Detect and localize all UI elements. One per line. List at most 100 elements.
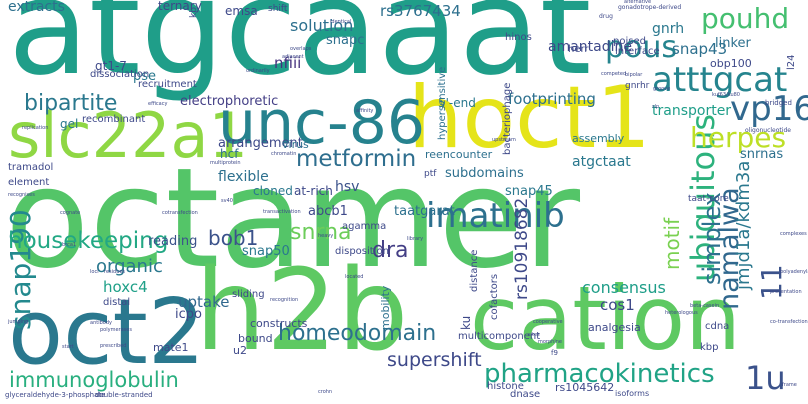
word: distance — [469, 249, 480, 292]
word: upstream — [492, 137, 516, 143]
word: snrna — [290, 220, 352, 245]
word: bound — [238, 332, 273, 345]
word: efficacy — [148, 101, 168, 107]
word: snapc — [326, 33, 365, 48]
word: dnase — [510, 389, 541, 400]
word: slp — [652, 104, 660, 110]
word: affinity — [356, 108, 374, 114]
word: ptf — [424, 169, 437, 179]
word: recombinant — [82, 114, 146, 125]
word: metformin — [296, 146, 417, 172]
word: polymerases — [100, 327, 132, 333]
word: gel — [60, 117, 79, 131]
word: groove — [653, 86, 671, 92]
word: analgesia — [588, 321, 641, 334]
word: brca1 — [62, 242, 77, 248]
word: 1u — [745, 359, 786, 397]
word: pous — [605, 30, 678, 65]
word: dra — [372, 238, 409, 263]
word: kb — [189, 7, 199, 18]
word: cognate — [60, 210, 81, 216]
word: residues — [104, 269, 126, 275]
word: octamer — [5, 138, 581, 299]
word: snap43 — [672, 40, 728, 58]
word: cofactors — [489, 273, 500, 320]
word: virus — [282, 138, 309, 151]
word: f9 — [551, 349, 558, 357]
word: pse — [133, 69, 157, 84]
word: competed — [601, 71, 627, 77]
word: emsa — [225, 4, 258, 18]
word: hypersensitive — [437, 66, 448, 140]
word: hcf — [220, 147, 239, 161]
word: extracts — [8, 0, 65, 15]
word: shift — [268, 4, 288, 14]
word: ternary — [158, 0, 202, 13]
word: double-stranded — [95, 391, 153, 399]
word: mobility — [379, 285, 392, 330]
word: recruitment — [138, 79, 197, 90]
word: snap50 — [242, 244, 290, 259]
word: disposition — [335, 246, 389, 257]
word: distal — [103, 297, 131, 308]
word: transactivation — [263, 209, 301, 215]
word: oct2 — [8, 280, 206, 385]
word: bacteriophage — [502, 82, 513, 155]
word: recognises — [8, 192, 35, 198]
word: frame — [782, 382, 797, 388]
word: solution — [290, 16, 354, 35]
word: multicomponent — [458, 331, 541, 342]
word: crohn — [318, 389, 333, 395]
word: assembly — [572, 132, 625, 145]
word: adjacent — [282, 54, 304, 60]
word: antibody — [90, 320, 112, 326]
word: linker — [715, 36, 751, 51]
word: recognition — [270, 297, 299, 303]
word: element — [8, 177, 50, 188]
word: motif — [660, 217, 684, 270]
word: rs3767434 — [380, 2, 461, 20]
word: kbp — [700, 342, 719, 353]
word: tramadol — [8, 162, 54, 173]
word: ordinarily — [246, 68, 270, 74]
word: sv40 — [221, 198, 233, 204]
word: poised — [613, 36, 646, 47]
word: kuf63/ku80 — [712, 92, 740, 98]
word: bob1 — [208, 226, 259, 250]
word: housekeeping — [8, 228, 169, 254]
word: transporter — [652, 103, 732, 119]
word: sliding — [232, 289, 265, 300]
word: loci — [90, 269, 99, 275]
word: complexes — [780, 231, 807, 237]
word: snap45 — [505, 184, 553, 199]
word: ku — [459, 315, 473, 330]
word: chromatin — [271, 151, 297, 157]
word: atgcaaat — [8, 0, 592, 105]
word: histone — [487, 381, 524, 392]
word: rs10918682 — [512, 197, 532, 300]
word: cooperative — [533, 319, 563, 325]
word: isoforms — [615, 389, 650, 398]
word: cotransfection — [162, 210, 198, 216]
word: gnrhr — [625, 81, 650, 91]
word: taat-core — [688, 194, 729, 204]
word: oligonucleotide — [745, 127, 791, 134]
word: obp100 — [710, 57, 752, 70]
word: gt1-7 — [95, 59, 127, 73]
word: atttgcat — [652, 60, 788, 100]
word: alternative — [624, 0, 652, 5]
word: polyadenylation — [780, 269, 808, 275]
word: cation — [470, 267, 741, 370]
word: dissociation — [90, 69, 150, 80]
word: uptake — [178, 293, 230, 311]
word: beta-casein — [690, 303, 720, 309]
word: start — [62, 344, 74, 350]
word: subdomains — [445, 166, 524, 181]
word: bipartite — [24, 91, 118, 116]
word: agamma — [342, 221, 387, 232]
word: taatgarat — [394, 204, 455, 219]
word: reencounter — [425, 148, 493, 161]
word: immunoglobulin — [9, 368, 179, 392]
word: pouhd — [701, 2, 790, 35]
